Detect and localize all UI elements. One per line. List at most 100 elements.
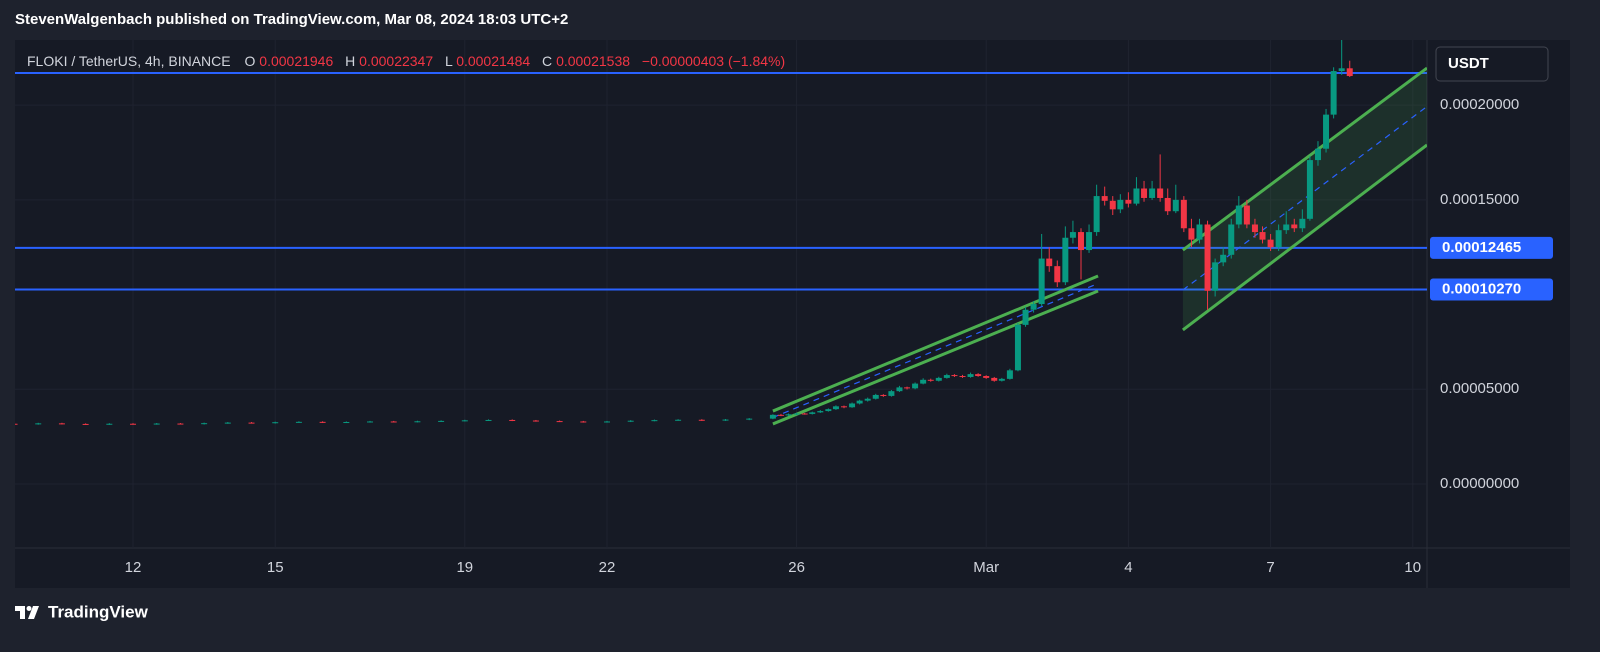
channel-midline bbox=[772, 282, 1099, 419]
plot-area bbox=[15, 40, 1570, 588]
ohlc-value: 0.00022347 bbox=[359, 53, 433, 69]
candle-body bbox=[746, 418, 753, 420]
candle-body bbox=[698, 419, 705, 421]
level-label-box bbox=[1430, 278, 1553, 301]
candle-body bbox=[1235, 205, 1242, 225]
candle-body bbox=[825, 409, 832, 412]
candle-body bbox=[1117, 199, 1124, 210]
brand: TradingView bbox=[48, 602, 149, 621]
candle-body bbox=[675, 419, 682, 421]
candle-body bbox=[58, 423, 65, 425]
candle-body bbox=[1172, 199, 1179, 212]
change: −0.00000403 (−1.84%) bbox=[642, 53, 785, 69]
candle-body bbox=[438, 420, 445, 422]
candle-body bbox=[1275, 230, 1282, 248]
candle-body bbox=[1069, 232, 1076, 238]
grid bbox=[15, 40, 1427, 548]
x-tick-label: 10 bbox=[1404, 559, 1421, 576]
candle-body bbox=[1330, 71, 1337, 115]
ohlc-label: L bbox=[445, 53, 453, 69]
candle-body bbox=[927, 379, 934, 381]
candle-body bbox=[604, 421, 611, 423]
candle-body bbox=[1093, 196, 1100, 233]
candle-body bbox=[801, 413, 808, 415]
plot bbox=[15, 40, 1427, 426]
candle-body bbox=[785, 414, 792, 416]
ohlc-label: H bbox=[345, 53, 355, 69]
candle-body bbox=[991, 377, 998, 381]
candle-body bbox=[888, 391, 895, 396]
candle-body bbox=[1101, 196, 1108, 201]
candle-body bbox=[295, 421, 302, 423]
candle-body bbox=[272, 422, 279, 424]
candle-body bbox=[580, 421, 587, 423]
candle-body bbox=[1038, 258, 1045, 305]
currency-button[interactable] bbox=[1435, 46, 1549, 82]
candle-body bbox=[1251, 224, 1258, 233]
candle-body bbox=[1212, 262, 1219, 291]
candle-body bbox=[130, 423, 137, 425]
candle-body bbox=[856, 400, 863, 404]
x-tick-label: 19 bbox=[456, 559, 473, 576]
candle-body bbox=[343, 422, 350, 424]
candle-body bbox=[880, 394, 887, 396]
candle-body bbox=[1133, 188, 1140, 204]
candle-body bbox=[817, 411, 824, 413]
candle-body bbox=[998, 378, 1005, 381]
candle-body bbox=[1338, 68, 1345, 72]
candle-body bbox=[1054, 266, 1061, 283]
candle-body bbox=[1046, 258, 1053, 267]
candle-body bbox=[1283, 224, 1290, 231]
x-tick-label: 22 bbox=[599, 559, 616, 576]
y-tick-label: 0.00020000 bbox=[1440, 96, 1519, 113]
candle-body bbox=[390, 421, 397, 423]
channel-fill bbox=[1182, 68, 1427, 330]
ohlc-value: 0.00021538 bbox=[556, 53, 630, 69]
candle-body bbox=[1306, 160, 1313, 219]
x-tick-label: 7 bbox=[1266, 559, 1274, 576]
candle-body bbox=[82, 423, 89, 425]
symbol-legend: FLOKI / TetherUS, 4h, BINANCE O 0.000219… bbox=[27, 53, 785, 69]
candle-body bbox=[1062, 237, 1069, 283]
candle-body bbox=[920, 379, 927, 384]
candle-body bbox=[651, 420, 658, 422]
candle-body bbox=[461, 420, 468, 422]
candle-body bbox=[319, 421, 326, 423]
candle-body bbox=[1220, 254, 1227, 263]
candle-body bbox=[367, 421, 374, 423]
currency[interactable]: USDT bbox=[1448, 55, 1489, 72]
x-tick-label: Mar bbox=[973, 559, 999, 576]
candle-body bbox=[1291, 224, 1298, 229]
level-label-box bbox=[1430, 236, 1553, 259]
candle-body bbox=[1243, 205, 1250, 225]
candle-body bbox=[1314, 148, 1321, 161]
candle-body bbox=[1204, 224, 1211, 291]
y-tick-label: 0.00015000 bbox=[1440, 191, 1519, 208]
candle-body bbox=[106, 423, 113, 425]
ohlc-value: 0.00021946 bbox=[259, 53, 333, 69]
candle-body bbox=[153, 423, 160, 425]
candle-body bbox=[975, 374, 982, 377]
candle-body bbox=[904, 387, 911, 389]
channel-line bbox=[1182, 66, 1427, 252]
candle-body bbox=[177, 423, 184, 425]
level-label: 0.00010270 bbox=[1442, 280, 1521, 297]
candle-body bbox=[201, 423, 208, 425]
symbol: FLOKI / TetherUS, 4h, BINANCE bbox=[27, 53, 231, 69]
candle-body bbox=[967, 374, 974, 377]
logo-mark bbox=[26, 606, 32, 611]
candle-body bbox=[414, 421, 421, 423]
candle-body bbox=[943, 375, 950, 378]
candle-body bbox=[777, 414, 784, 416]
x-tick-label: 4 bbox=[1124, 559, 1132, 576]
candle-body bbox=[627, 420, 634, 422]
candle-body bbox=[1014, 324, 1021, 371]
channel-line bbox=[772, 289, 1099, 426]
candle-body bbox=[485, 419, 492, 421]
publisher: StevenWalgenbach published on TradingVie… bbox=[15, 11, 568, 28]
candle-body bbox=[769, 414, 776, 419]
x-tick-label: 15 bbox=[267, 559, 284, 576]
ohlc-label: O bbox=[245, 53, 256, 69]
